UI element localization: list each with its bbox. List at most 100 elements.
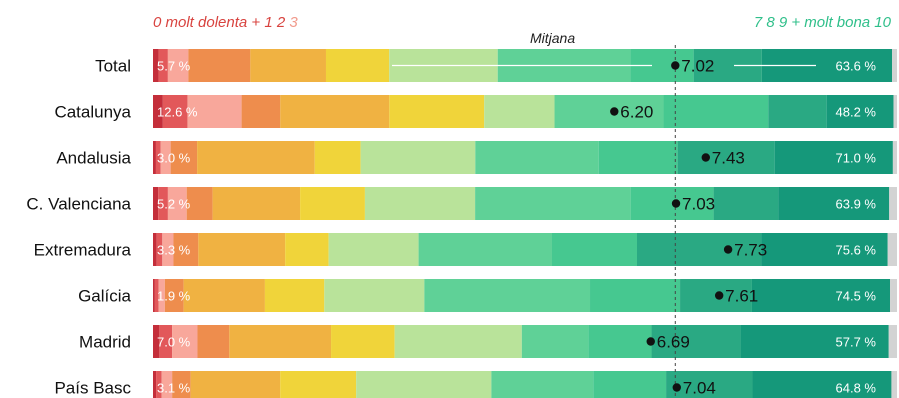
bar-segment <box>300 187 365 220</box>
bar-segment <box>156 233 163 266</box>
bar-segment <box>325 49 390 82</box>
mean-value-label: 7.43 <box>712 149 745 168</box>
mean-dot <box>671 199 681 208</box>
bar-segment <box>153 187 159 220</box>
bad-share-label: 5.7 % <box>157 59 191 74</box>
category-label: Total <box>95 57 131 76</box>
bar-segment <box>160 141 171 174</box>
bar-segment <box>554 95 664 128</box>
good-share-label: 71.0 % <box>836 151 877 166</box>
bar-segment <box>887 233 897 266</box>
bar-segment <box>280 371 357 398</box>
bar-segment <box>188 49 251 82</box>
bar-segment <box>187 95 242 128</box>
bar-segment <box>774 141 893 174</box>
bad-share-label: 3.1 % <box>157 381 191 396</box>
bar-segment <box>761 233 888 266</box>
bar-segment <box>155 141 161 174</box>
bar-segment <box>159 325 173 358</box>
bar-segment <box>324 279 425 312</box>
mean-dot <box>671 61 680 70</box>
bar-segment <box>356 371 492 398</box>
bar-segment <box>888 325 897 358</box>
bad-share-label: 12.6 % <box>157 105 198 120</box>
bar-segment <box>891 371 897 398</box>
good-share-label: 48.2 % <box>836 105 877 120</box>
bad-share-label: 3.0 % <box>157 151 191 166</box>
good-share-label: 64.8 % <box>836 381 877 396</box>
bar-segment <box>751 279 891 312</box>
bar-segment <box>153 141 156 174</box>
bar-segment <box>389 95 485 128</box>
bar-segment <box>394 325 522 358</box>
bar-segment <box>154 279 159 312</box>
bar-segment <box>170 141 198 174</box>
bar-segment <box>173 233 199 266</box>
bar-segment <box>360 141 476 174</box>
bar-segment <box>892 49 897 82</box>
bar-segment <box>158 49 168 82</box>
bar-segment <box>198 233 286 266</box>
bar-segment <box>153 233 157 266</box>
good-share-label: 74.5 % <box>836 289 877 304</box>
mean-value-label: 7.03 <box>682 195 715 214</box>
category-label: Extremadura <box>34 241 132 260</box>
bar-segment <box>280 95 390 128</box>
mean-dot <box>672 383 681 392</box>
mean-dot <box>610 107 619 116</box>
bad-share-label: 7.0 % <box>157 335 191 350</box>
bar-segment <box>889 187 897 220</box>
bar-segment <box>331 325 395 358</box>
bar-segment <box>677 141 775 174</box>
bar-segment <box>153 279 155 312</box>
bar-segment <box>186 187 213 220</box>
bar-segment <box>183 279 265 312</box>
bar-segment <box>778 187 890 220</box>
bad-share-label: 3.3 % <box>157 243 191 258</box>
mean-value-label: 7.73 <box>734 241 767 260</box>
bar-segment <box>598 141 678 174</box>
bar-segment <box>484 95 555 128</box>
legend-good: 7 8 9 + molt bona 10 <box>753 14 891 31</box>
bad-share-label: 5.2 % <box>157 197 191 212</box>
mean-value-label: 7.04 <box>683 379 716 398</box>
bar-segment <box>424 279 591 312</box>
bar-segment <box>153 95 163 128</box>
category-label: Catalunya <box>54 103 131 122</box>
bar-segment <box>250 49 326 82</box>
category-label: País Basc <box>54 379 131 398</box>
category-label: Madrid <box>79 333 131 352</box>
bar-segment <box>197 141 315 174</box>
good-share-label: 63.6 % <box>836 59 877 74</box>
bar-segment <box>264 279 325 312</box>
bar-segment <box>892 141 897 174</box>
bar-segment <box>740 325 889 358</box>
legend-bad-faint: 3 <box>285 14 298 31</box>
bar-segment <box>212 187 301 220</box>
bar-segment <box>285 233 329 266</box>
mean-dot <box>714 291 724 300</box>
bar-segment <box>364 187 476 220</box>
bar-segment <box>314 141 361 174</box>
bar-segment <box>890 279 897 312</box>
good-share-label: 75.6 % <box>836 243 877 258</box>
bar-segment <box>190 371 281 398</box>
bar-segment <box>651 325 741 358</box>
mean-dot <box>723 245 733 254</box>
bar-segment <box>167 187 187 220</box>
bar-segment <box>491 371 594 398</box>
bar-segment <box>637 233 762 266</box>
mean-dot <box>701 153 710 162</box>
bar-segment <box>162 233 174 266</box>
bar-segment <box>418 233 552 266</box>
bar-segment <box>241 95 281 128</box>
mean-value-label: 7.02 <box>681 57 714 76</box>
bar-segment <box>752 371 892 398</box>
mean-value-label: 6.20 <box>620 103 653 122</box>
category-label: Andalusia <box>56 149 131 168</box>
bar-segment <box>158 187 168 220</box>
bar-segment <box>768 95 827 128</box>
bar-segment <box>158 279 165 312</box>
mean-value-label: 7.61 <box>725 287 758 306</box>
